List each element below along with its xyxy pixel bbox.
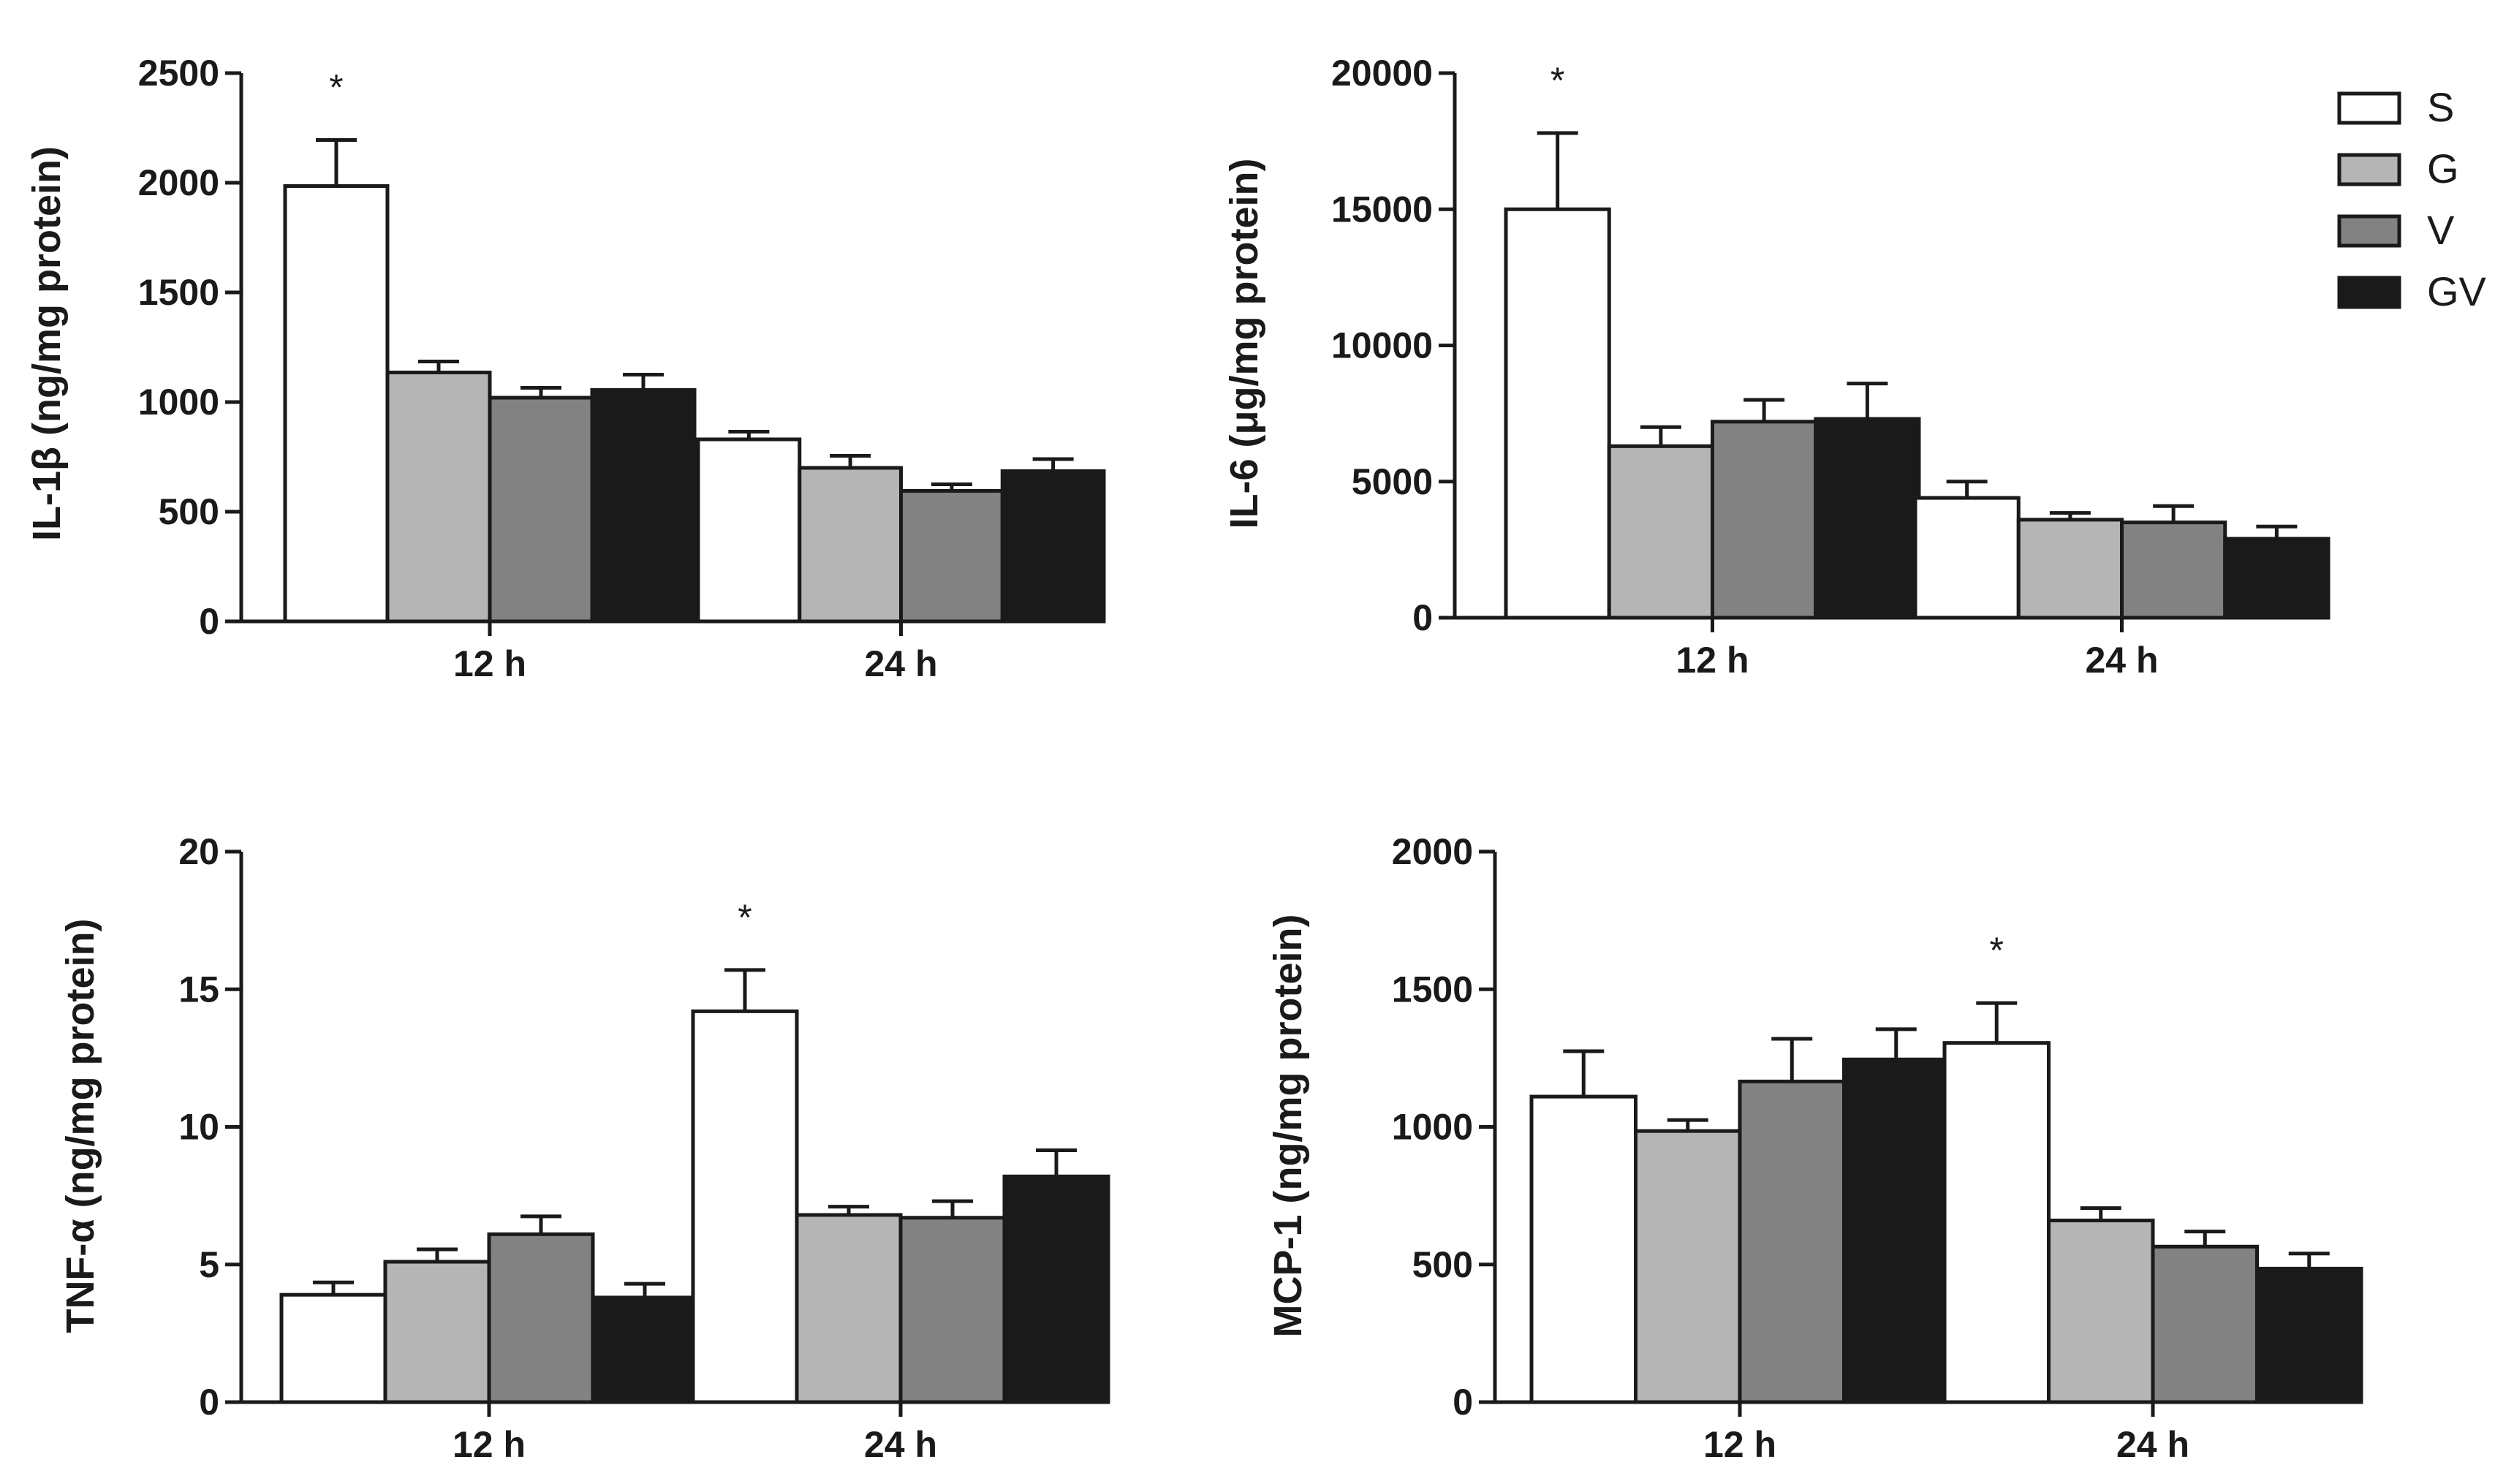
y-axis-label: TNF-α (ng/mg protein) [58,918,102,1333]
y-tick-label: 1500 [1392,969,1473,1010]
bar-s [1913,496,2021,620]
bar-v [2120,520,2227,620]
legend-swatch-s [2337,91,2401,125]
y-tick-label: 15 [178,969,219,1010]
significance-asterisk: * [1990,930,2004,971]
bar-v [2151,1244,2259,1404]
bar-gv [591,1295,699,1404]
x-category-label: 24 h [2116,1424,2189,1465]
y-tick-label: 15000 [1331,189,1433,230]
legend-label-s: S [2427,84,2454,130]
bar-gv [1002,1174,1110,1404]
x-category-label: 24 h [2085,640,2158,681]
bar-v [1711,420,1818,620]
bar-v [1738,1079,1846,1404]
bar-v [898,1216,1007,1404]
y-tick-label: 500 [1412,1244,1473,1285]
significance-asterisk: * [738,897,751,938]
bar-v [899,489,1004,624]
bar-g [1634,1129,1742,1404]
bar-gv [1000,469,1106,624]
bar-s [691,1009,799,1404]
x-category-label: 12 h [453,643,526,684]
bar-v [487,1232,595,1404]
x-category-label: 24 h [864,643,937,684]
y-tick-label: 10 [178,1107,219,1148]
y-tick-label: 5000 [1352,461,1433,502]
bar-g [2047,1219,2155,1404]
y-tick-label: 1000 [138,382,219,423]
significance-asterisk: * [1551,60,1564,101]
bar-gv [590,388,697,624]
x-category-label: 12 h [1676,640,1749,681]
y-tick-label: 2500 [138,53,219,94]
y-tick-label: 20000 [1331,53,1433,94]
bar-gv [2255,1266,2363,1404]
bar-s [1529,1094,1637,1404]
y-tick-label: 0 [199,1382,219,1423]
legend-label-gv: GV [2427,268,2487,314]
bar-g [1607,444,1714,620]
bar-s [283,184,390,624]
bar-v [488,395,594,624]
bar-g [383,1260,491,1404]
significance-asterisk: * [329,67,343,108]
legend-label-g: G [2427,145,2459,192]
chart-panel-2: 0 5000 10000 15000 20000 IL-6 (μg/mg protein)… [1222,53,2331,681]
y-tick-label: 0 [1453,1382,1473,1423]
y-tick-label: 5 [199,1244,219,1285]
bar-g [385,371,492,624]
y-axis-label: IL-1β (ng/mg protein) [25,146,69,541]
legend-swatch-g [2337,153,2401,186]
bar-g [795,1213,903,1404]
legend-swatch-gv [2337,276,2401,309]
legend-swatch-v [2337,214,2401,248]
x-category-label: 12 h [453,1424,526,1465]
bar-gv [2223,537,2331,620]
chart-panel-1: 0 500 1000 1500 2000 2500 IL-1β (ng/mg protein… [25,53,1106,684]
chart-panel-4: 0 500 1000 1500 2000 MCP-1 (ng/mg protein) 12 … [1266,831,2363,1465]
y-tick-label: 2000 [138,162,219,203]
bar-s [1504,207,1611,620]
x-category-label: 12 h [1703,1424,1776,1465]
bar-s [696,437,802,624]
bar-s [1942,1041,2051,1404]
chart-panel-3: 0 5 10 15 20 TNF-α (ng/mg protein) 12 h 24 h * [58,831,1110,1465]
legend-label-v: V [2427,207,2455,253]
y-tick-label: 10000 [1331,325,1433,366]
bar-g [2016,518,2124,620]
bar-s [279,1292,387,1404]
bar-gv [1842,1057,1950,1404]
y-tick-label: 20 [178,831,219,872]
y-tick-label: 1500 [138,272,219,313]
y-axis-label: MCP-1 (ng/mg protein) [1266,915,1310,1338]
y-axis-label: IL-6 (μg/mg protein) [1222,159,1266,529]
x-category-label: 24 h [864,1424,937,1465]
y-tick-label: 0 [1412,597,1433,638]
bar-g [798,466,903,624]
y-tick-label: 0 [199,601,219,642]
bar-gv [1814,417,1921,620]
y-tick-label: 500 [159,491,219,532]
y-tick-label: 2000 [1392,831,1473,872]
y-tick-label: 1000 [1392,1107,1473,1148]
